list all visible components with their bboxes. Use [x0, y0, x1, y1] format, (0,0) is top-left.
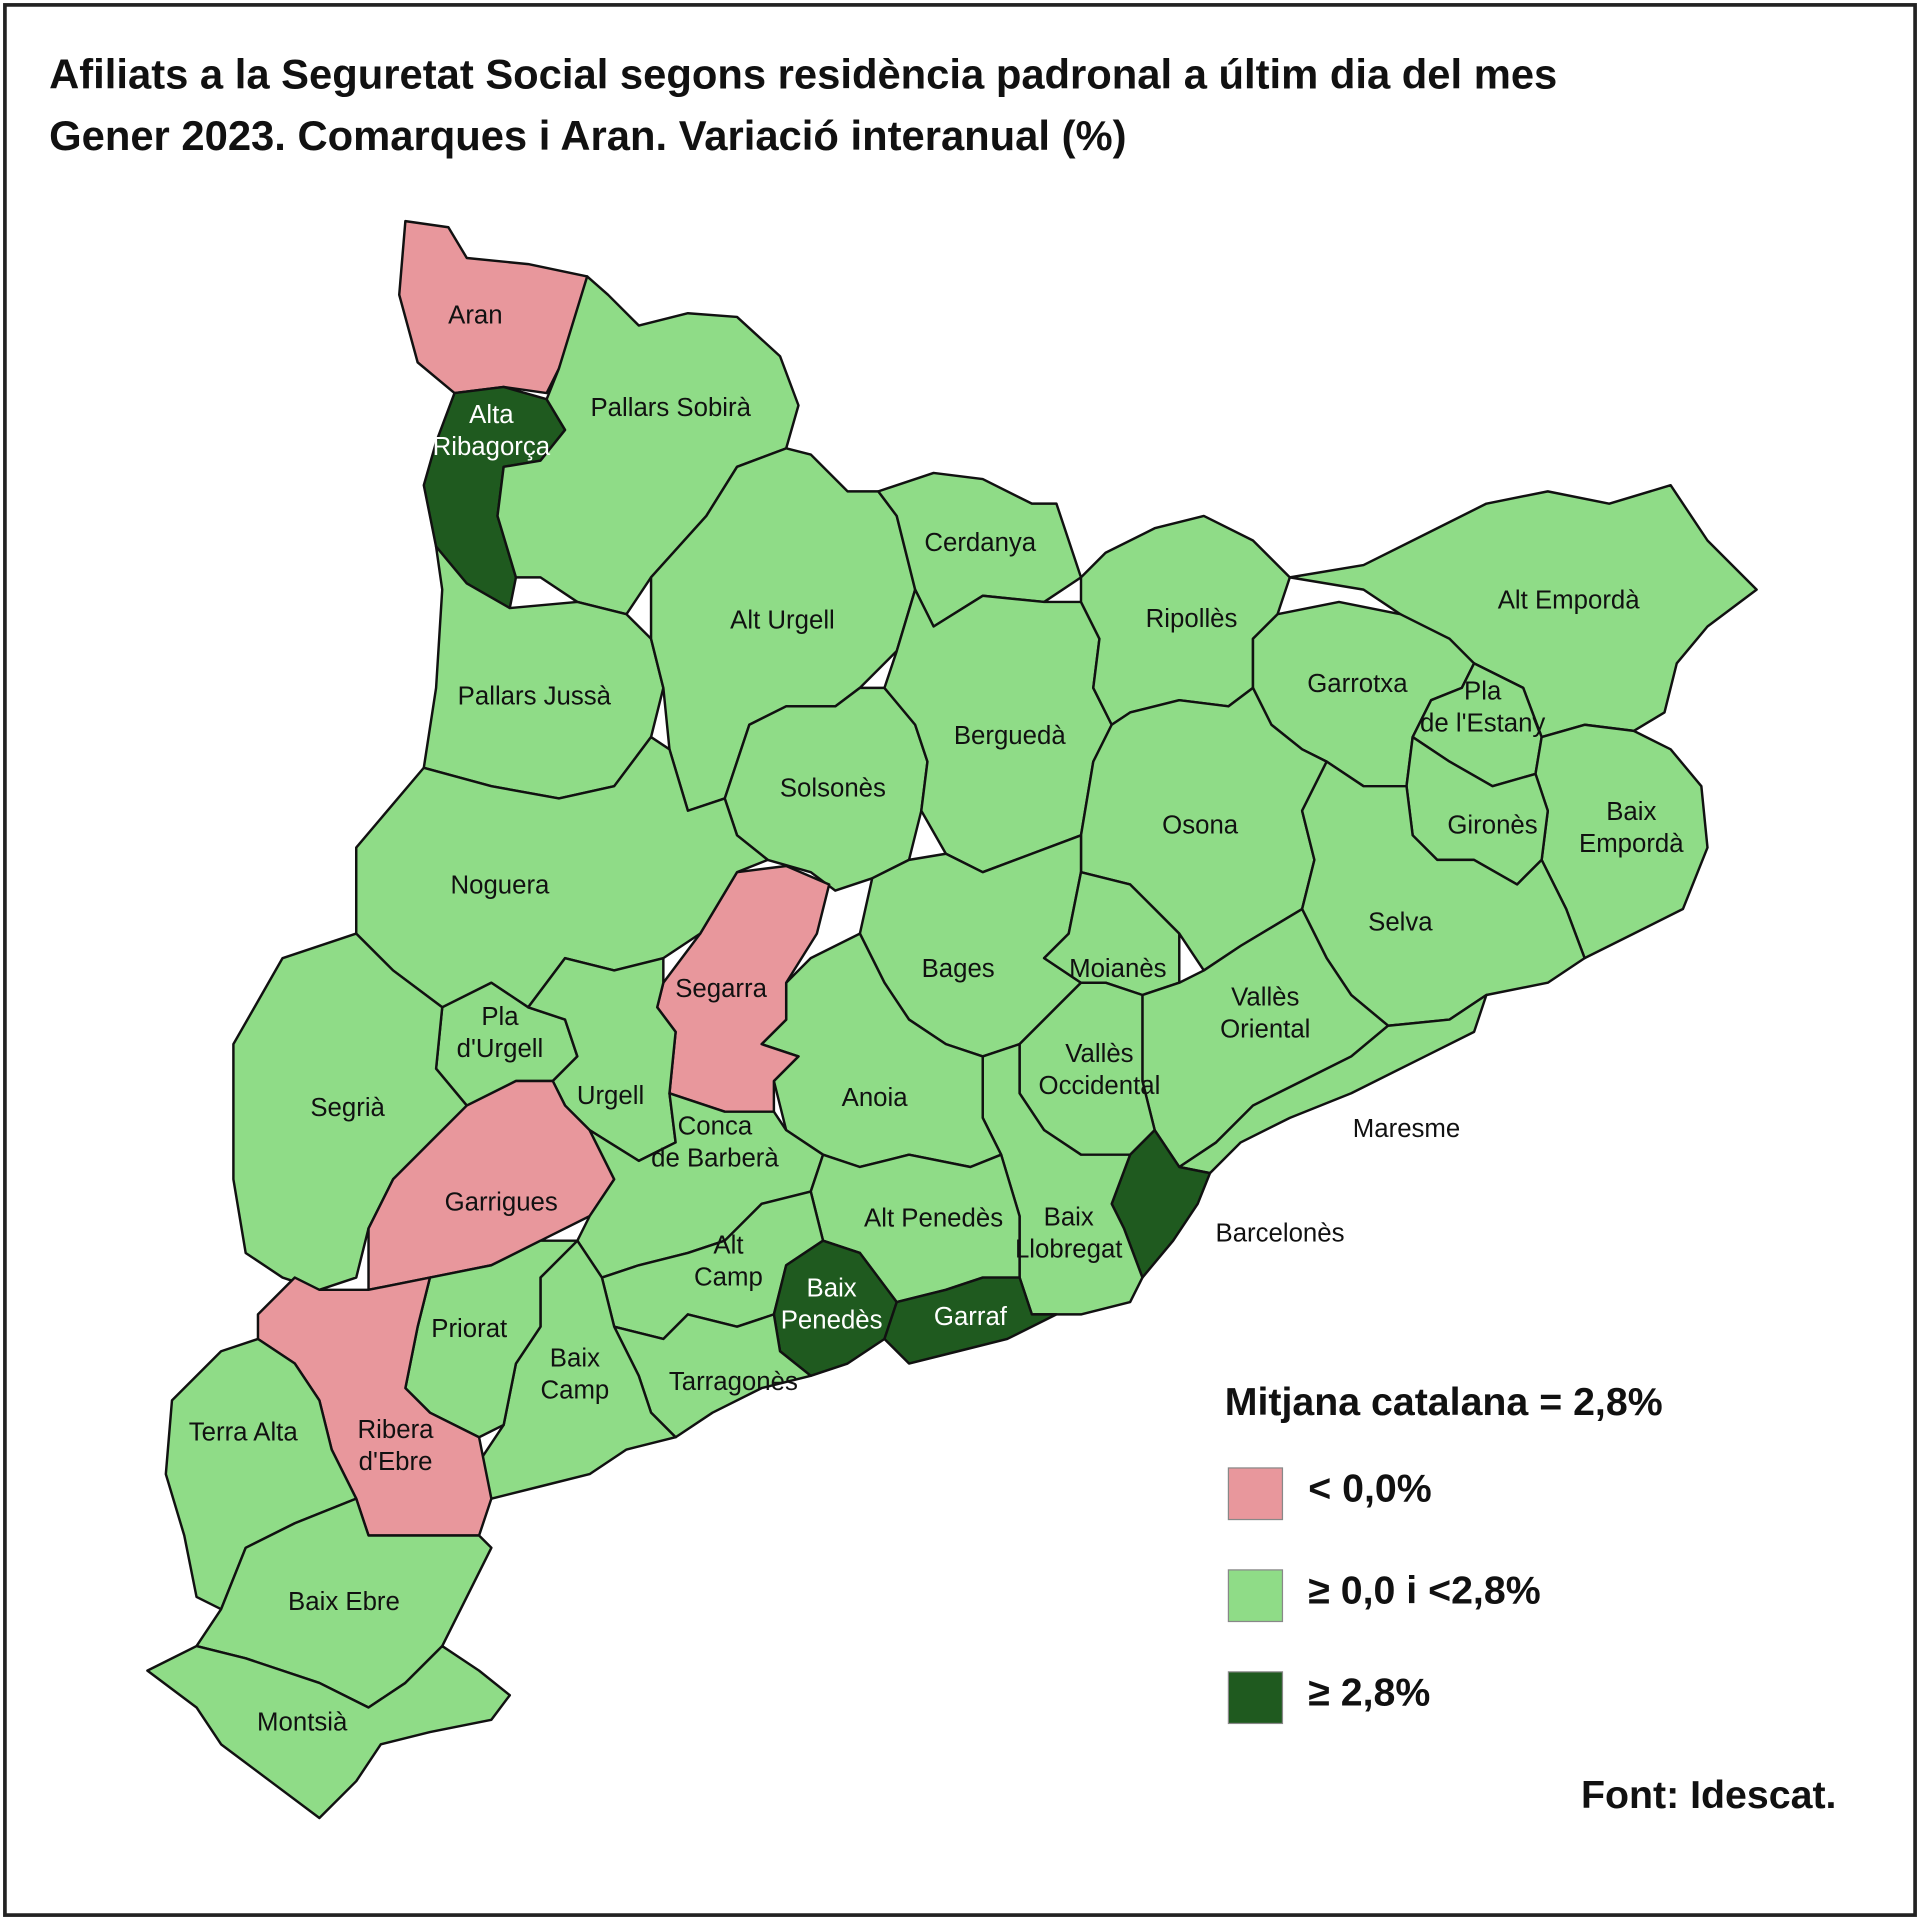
- region-label: Alt: [713, 1232, 743, 1260]
- region-label: Alt Urgell: [730, 606, 835, 634]
- region-label: Bages: [922, 955, 995, 983]
- region-label: Baix: [550, 1345, 600, 1373]
- region-label: Maresme: [1353, 1115, 1460, 1143]
- region-label: Garrotxa: [1307, 670, 1408, 698]
- region-label: Segarra: [675, 975, 767, 1003]
- region: [1178, 993, 1488, 1175]
- legend-label: ≥ 0,0 i <2,8%: [1308, 1569, 1540, 1613]
- legend-title: Mitjana catalana = 2,8%: [1225, 1380, 1663, 1424]
- region: [496, 275, 800, 616]
- region: [877, 471, 1083, 628]
- region-label: Camp: [541, 1377, 610, 1405]
- legend-label: ≥ 2,8%: [1308, 1671, 1430, 1715]
- region-label: Tarragonès: [669, 1368, 798, 1396]
- title-line: Gener 2023. Comarques i Aran. Variació i…: [49, 112, 1126, 159]
- region-label: Llobregat: [1015, 1235, 1123, 1263]
- region-label: Camp: [694, 1264, 763, 1292]
- region-label: Urgell: [577, 1082, 644, 1110]
- region-label: Vallès: [1231, 984, 1299, 1012]
- legend-swatch: [1227, 1569, 1284, 1623]
- region-label: Baix: [807, 1275, 857, 1303]
- region-label: Garrigues: [445, 1189, 558, 1217]
- region-label: Alta: [469, 401, 514, 429]
- region-label: Pallars Sobirà: [590, 394, 751, 422]
- region-label: Solsonès: [780, 775, 886, 803]
- region-label: Ribagorça: [433, 433, 551, 461]
- region-label: Baix: [1606, 798, 1656, 826]
- region-labels: Aran Alta Ribagorça Pallars Sobirà Pallars J…: [189, 302, 1685, 1737]
- region-label: Moianès: [1069, 955, 1166, 983]
- region-label: Ripollès: [1146, 605, 1238, 633]
- region: [883, 1276, 1058, 1365]
- region-label: Baix: [1044, 1203, 1094, 1231]
- region-label: Pallars Jussà: [458, 683, 612, 711]
- region-label: Alt Penedès: [864, 1205, 1003, 1233]
- region-label: de l'Estany: [1420, 710, 1545, 738]
- region-label: Gironès: [1447, 812, 1537, 840]
- title-line: Afiliats a la Seguretat Social segons re…: [49, 50, 1557, 97]
- region-label: Terra Alta: [189, 1418, 299, 1446]
- region-label: Empordà: [1579, 830, 1684, 858]
- region-label: Barcelonès: [1216, 1219, 1345, 1247]
- regions: [146, 219, 1758, 1820]
- region: [232, 932, 469, 1292]
- legend-label: < 0,0%: [1308, 1467, 1431, 1511]
- region-label: Noguera: [451, 872, 551, 900]
- region-label: Penedès: [781, 1307, 883, 1335]
- region-label: Pla: [481, 1003, 519, 1031]
- region: [146, 1644, 512, 1820]
- region-label: Vallès: [1065, 1040, 1133, 1068]
- region-label: Ribera: [358, 1416, 435, 1444]
- region-label: Alt Empordà: [1498, 587, 1641, 615]
- region-label: Occidental: [1039, 1072, 1161, 1100]
- region-label: d'Urgell: [457, 1035, 544, 1063]
- region-label: Aran: [448, 302, 502, 330]
- legend-swatch: [1227, 1671, 1284, 1725]
- source: Font: Idescat.: [1581, 1773, 1836, 1817]
- legend: < 0,0% ≥ 0,0 i <2,8% ≥ 2,8%: [1227, 1467, 1541, 1725]
- legend-swatch: [1227, 1467, 1284, 1521]
- region-label: d'Ebre: [359, 1448, 433, 1476]
- region-label: Priorat: [431, 1315, 507, 1343]
- region-label: de Barberà: [651, 1144, 779, 1172]
- region-label: Oriental: [1220, 1015, 1310, 1043]
- region-label: Cerdanya: [924, 529, 1036, 557]
- region-label: Selva: [1368, 909, 1433, 937]
- region-label: Garraf: [934, 1303, 1008, 1331]
- region-label: Conca: [678, 1112, 753, 1140]
- region-label: Pla: [1464, 678, 1502, 706]
- region-label: Montsià: [257, 1708, 348, 1736]
- region-label: Segrià: [310, 1094, 385, 1122]
- region-label: Anoia: [842, 1084, 909, 1112]
- region-label: Osona: [1162, 812, 1239, 840]
- region-label: Berguedà: [954, 722, 1066, 750]
- region-label: Baix Ebre: [288, 1588, 400, 1616]
